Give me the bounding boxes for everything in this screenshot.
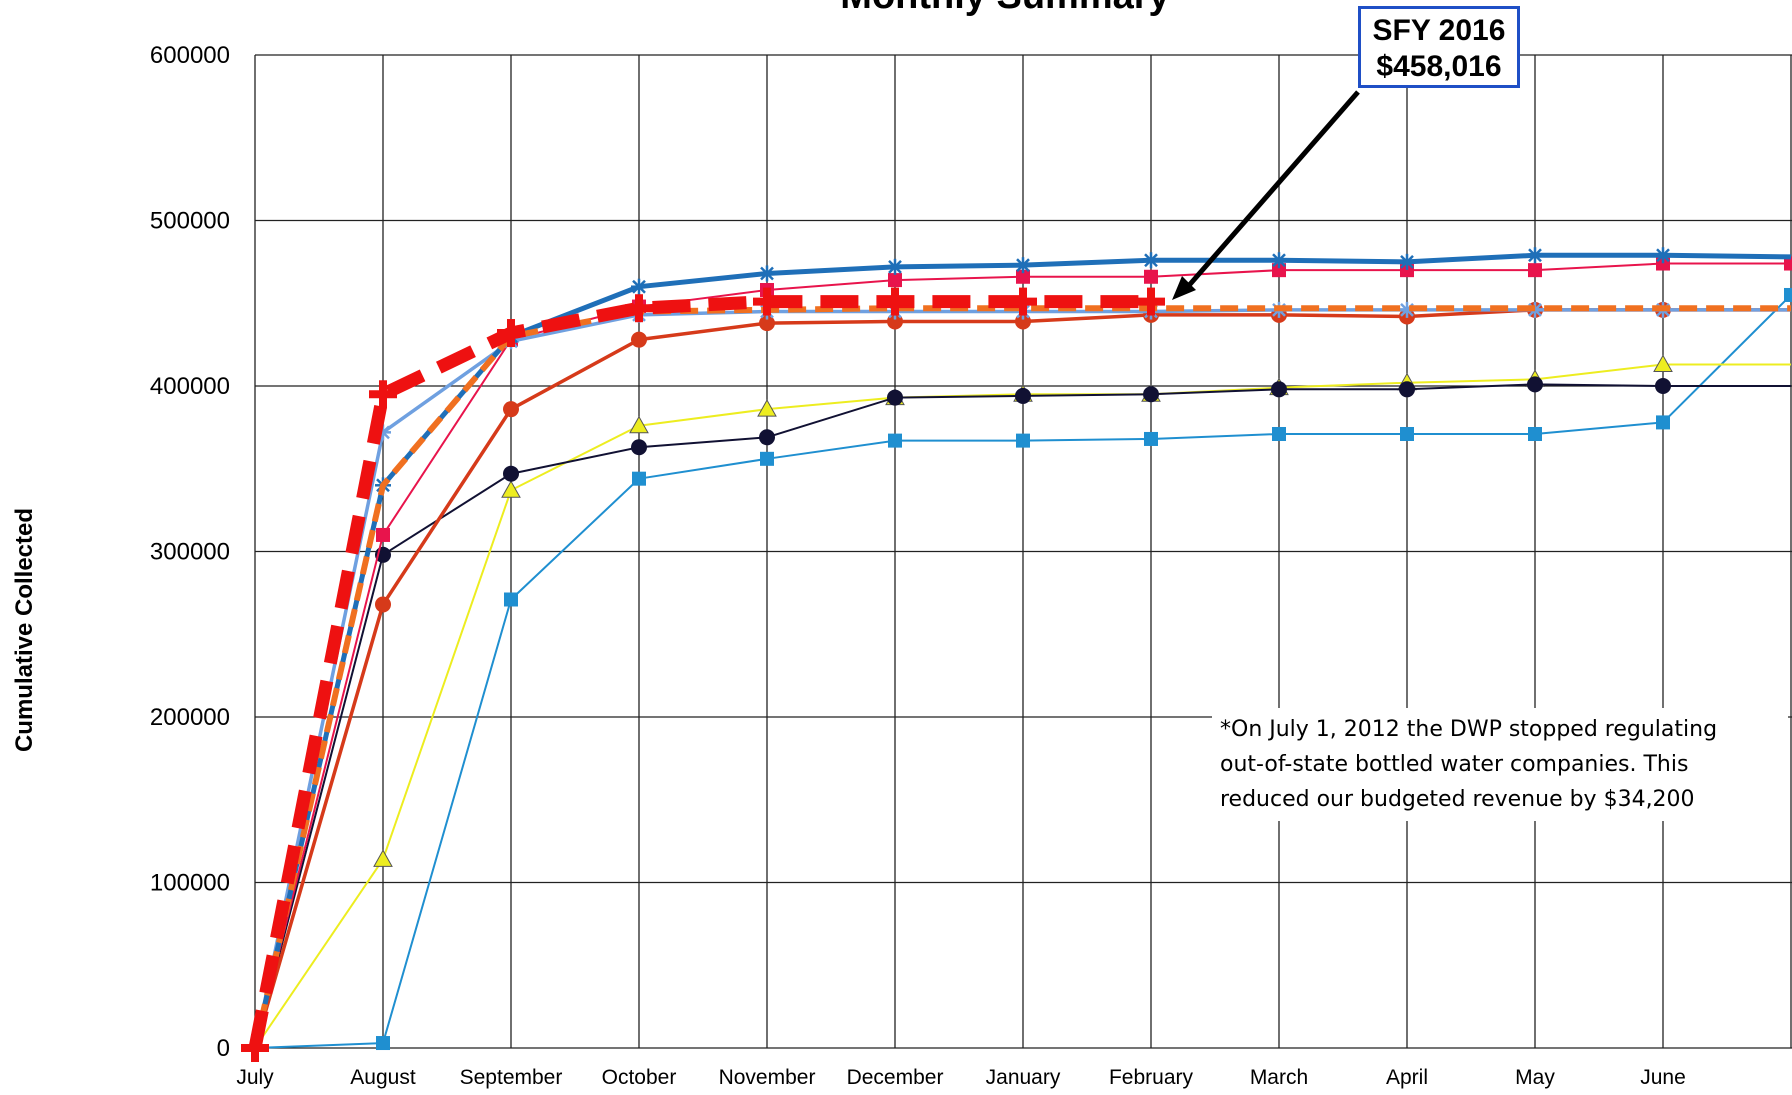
data-point bbox=[1784, 256, 1792, 271]
data-point bbox=[629, 415, 649, 434]
data-point bbox=[759, 315, 775, 332]
data-point bbox=[1400, 426, 1414, 441]
note-line-3: reduced our budgeted revenue by $34,200 bbox=[1220, 787, 1695, 812]
data-point bbox=[1399, 381, 1415, 398]
series-layer bbox=[241, 247, 1792, 1062]
note-line-2: out-of-state bottled water companies. Th… bbox=[1220, 752, 1689, 777]
data-point bbox=[753, 287, 781, 316]
data-point bbox=[1527, 376, 1543, 393]
data-point bbox=[1009, 287, 1037, 316]
data-point bbox=[888, 433, 902, 448]
data-point bbox=[888, 273, 902, 288]
x-tick-label: November bbox=[719, 1066, 816, 1089]
x-tick-label: March bbox=[1250, 1066, 1308, 1089]
data-point bbox=[887, 258, 903, 275]
data-point bbox=[1272, 426, 1286, 441]
data-point bbox=[1272, 263, 1286, 278]
data-point bbox=[632, 471, 646, 486]
data-point bbox=[503, 465, 519, 482]
note-line-1: *On July 1, 2012 the DWP stopped regulat… bbox=[1220, 717, 1718, 742]
x-tick-label: October bbox=[602, 1066, 677, 1089]
data-point bbox=[497, 319, 525, 348]
data-point bbox=[1144, 269, 1158, 284]
data-point bbox=[501, 480, 521, 498]
data-point bbox=[631, 278, 647, 295]
y-tick-label: 400000 bbox=[150, 373, 230, 400]
data-point bbox=[760, 451, 774, 466]
data-point bbox=[1015, 387, 1031, 404]
data-point bbox=[1399, 253, 1415, 270]
data-point bbox=[376, 527, 390, 542]
data-point bbox=[1656, 415, 1670, 430]
data-point bbox=[375, 596, 391, 613]
x-tick-label: July bbox=[236, 1066, 274, 1089]
data-point bbox=[1271, 252, 1287, 269]
data-point bbox=[1015, 313, 1031, 330]
data-point bbox=[376, 1036, 390, 1051]
callout-line-2: $458,016 bbox=[1376, 50, 1502, 83]
x-tick-label: August bbox=[350, 1066, 416, 1089]
data-point bbox=[369, 380, 397, 409]
data-point bbox=[1016, 269, 1030, 284]
callout-line-1: SFY 2016 bbox=[1372, 14, 1506, 47]
data-point bbox=[759, 429, 775, 446]
x-tick-label: January bbox=[986, 1066, 1061, 1089]
data-point bbox=[1528, 426, 1542, 441]
regulation-note: *On July 1, 2012 the DWP stopped regulat… bbox=[1212, 708, 1788, 821]
grid bbox=[254, 54, 1792, 1049]
data-point bbox=[887, 389, 903, 406]
data-point bbox=[1143, 252, 1159, 269]
data-point bbox=[503, 401, 519, 418]
data-point bbox=[1015, 257, 1031, 274]
callout-arrow bbox=[1172, 90, 1360, 300]
x-tick-label: April bbox=[1386, 1066, 1428, 1089]
x-tick-label: June bbox=[1640, 1066, 1686, 1089]
x-tick-label: December bbox=[847, 1066, 944, 1089]
sfy-2016-callout: SFY 2016 $458,016 bbox=[1358, 6, 1520, 88]
x-tick-label: February bbox=[1109, 1066, 1194, 1089]
data-point bbox=[1653, 354, 1673, 372]
series-group bbox=[241, 287, 1165, 1062]
data-point bbox=[1016, 433, 1030, 448]
y-tick-label: 100000 bbox=[150, 870, 230, 897]
data-point bbox=[887, 313, 903, 330]
data-point bbox=[1527, 247, 1543, 264]
data-point bbox=[1528, 263, 1542, 278]
y-tick-label: 300000 bbox=[150, 539, 230, 566]
data-point bbox=[1144, 431, 1158, 446]
data-point bbox=[759, 265, 775, 282]
y-tick-label: 200000 bbox=[150, 704, 230, 731]
data-point bbox=[373, 849, 393, 867]
data-point bbox=[631, 439, 647, 456]
data-point bbox=[757, 399, 777, 417]
series-group bbox=[254, 287, 1792, 1051]
x-tick-label: September bbox=[460, 1066, 563, 1089]
y-axis-label: Cumulative Collected bbox=[11, 508, 38, 752]
data-point bbox=[1784, 287, 1792, 302]
labels: 0 100000 200000 300000 400000 500000 600000 Jul… bbox=[150, 42, 1686, 1089]
data-point bbox=[1137, 287, 1165, 316]
data-point bbox=[504, 592, 518, 607]
y-tick-label: 0 bbox=[217, 1035, 230, 1062]
data-point bbox=[1655, 247, 1671, 264]
data-point bbox=[631, 331, 647, 348]
data-point bbox=[1143, 386, 1159, 403]
data-point bbox=[1271, 381, 1287, 398]
x-tick-label: May bbox=[1515, 1066, 1555, 1089]
series-line bbox=[248, 295, 1151, 1050]
data-point bbox=[1655, 378, 1671, 394]
y-tick-label: 500000 bbox=[150, 208, 230, 235]
y-tick-label: 600000 bbox=[150, 42, 230, 69]
data-point bbox=[625, 294, 653, 323]
data-point bbox=[881, 287, 909, 316]
data-point bbox=[241, 1034, 269, 1062]
chart-title: Monthly Summary bbox=[840, 0, 1169, 17]
